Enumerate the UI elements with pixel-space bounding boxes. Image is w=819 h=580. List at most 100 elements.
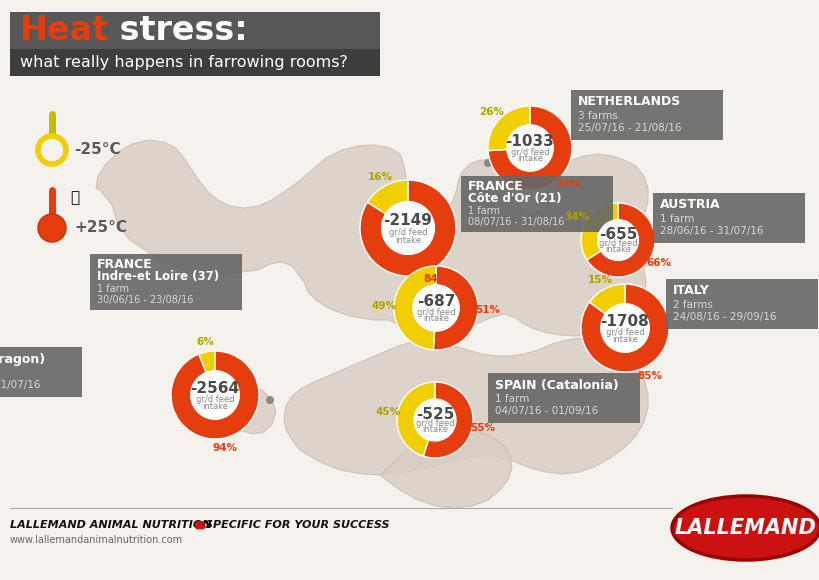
Text: www.lallemandanimalnutrition.com: www.lallemandanimalnutrition.com — [10, 535, 183, 545]
Text: -25°C: -25°C — [74, 143, 120, 158]
Text: -2149: -2149 — [383, 213, 432, 228]
Text: 16%: 16% — [367, 172, 392, 182]
Text: -1708: -1708 — [600, 314, 649, 329]
FancyBboxPatch shape — [487, 373, 639, 423]
Circle shape — [432, 304, 440, 312]
Text: intake: intake — [395, 235, 420, 245]
FancyBboxPatch shape — [10, 12, 379, 50]
Text: -2564: -2564 — [190, 380, 239, 396]
Wedge shape — [487, 106, 572, 190]
Text: 2 farms: 2 farms — [672, 300, 712, 310]
Circle shape — [613, 236, 622, 244]
Wedge shape — [423, 382, 473, 458]
Text: 30/06/16 - 23/08/16: 30/06/16 - 23/08/16 — [97, 295, 193, 305]
Text: gr/d feed: gr/d feed — [415, 419, 454, 428]
Text: -1033: -1033 — [505, 134, 554, 149]
Polygon shape — [283, 338, 647, 475]
Text: gr/d feed: gr/d feed — [598, 239, 636, 248]
Text: gr/d feed: gr/d feed — [510, 148, 549, 157]
Text: stress:: stress: — [108, 14, 247, 48]
Text: what really happens in farrowing rooms?: what really happens in farrowing rooms? — [20, 55, 347, 70]
Text: ITALY: ITALY — [672, 285, 709, 298]
FancyBboxPatch shape — [10, 49, 379, 76]
Circle shape — [506, 125, 553, 171]
Wedge shape — [487, 106, 529, 151]
Text: intake: intake — [422, 425, 447, 434]
Wedge shape — [581, 284, 668, 372]
Text: Côte d'Or (21): Côte d'Or (21) — [468, 193, 561, 205]
Text: intake: intake — [604, 245, 631, 254]
Text: 1 farm: 1 farm — [659, 214, 694, 224]
Text: 34%: 34% — [563, 212, 589, 222]
Text: 26%: 26% — [479, 107, 504, 117]
Text: 74%: 74% — [554, 179, 580, 188]
Circle shape — [620, 324, 628, 332]
Text: -655: -655 — [598, 227, 636, 242]
Polygon shape — [379, 430, 511, 508]
Text: -525: -525 — [415, 407, 454, 422]
Wedge shape — [396, 382, 434, 456]
Text: intake: intake — [611, 335, 637, 343]
Text: 15%: 15% — [587, 275, 613, 285]
Wedge shape — [198, 351, 215, 372]
Text: +25°C: +25°C — [74, 220, 127, 235]
Text: 94%: 94% — [212, 443, 238, 453]
Text: FRANCE: FRANCE — [97, 259, 152, 271]
Text: -687: -687 — [416, 294, 455, 309]
Text: 6%: 6% — [196, 337, 214, 347]
Circle shape — [413, 285, 459, 331]
Text: intake: intake — [201, 401, 228, 411]
Text: 04/07/16 - 01/09/16: 04/07/16 - 01/09/16 — [495, 406, 598, 416]
Text: LALLEMAND ANIMAL NUTRITION: LALLEMAND ANIMAL NUTRITION — [10, 520, 211, 530]
Wedge shape — [393, 266, 436, 350]
Wedge shape — [360, 180, 455, 276]
Text: intake: intake — [423, 314, 449, 323]
Polygon shape — [194, 392, 222, 416]
FancyBboxPatch shape — [570, 90, 722, 140]
Text: 3 farms: 3 farms — [577, 111, 618, 121]
Text: 1 farm: 1 farm — [97, 284, 129, 294]
Circle shape — [597, 220, 637, 260]
Circle shape — [38, 214, 66, 242]
Text: SPECIFIC FOR YOUR SUCCESS: SPECIFIC FOR YOUR SUCCESS — [205, 520, 389, 530]
Text: gr/d feed: gr/d feed — [605, 328, 644, 337]
Polygon shape — [218, 384, 276, 434]
Text: 45%: 45% — [374, 408, 400, 418]
Wedge shape — [581, 203, 618, 260]
Circle shape — [38, 136, 66, 164]
Text: gr/d feed: gr/d feed — [416, 307, 455, 317]
Text: SPAIN (Catalonia): SPAIN (Catalonia) — [495, 379, 618, 392]
FancyBboxPatch shape — [652, 193, 804, 243]
Wedge shape — [586, 203, 654, 277]
Text: FRANCE: FRANCE — [468, 180, 523, 194]
Text: gr/d feed: gr/d feed — [388, 229, 427, 237]
FancyBboxPatch shape — [0, 347, 82, 397]
Text: 55%: 55% — [469, 422, 495, 433]
Wedge shape — [367, 180, 408, 214]
Text: 🐷: 🐷 — [70, 190, 79, 205]
Circle shape — [600, 304, 649, 352]
Text: LALLEMAND: LALLEMAND — [674, 518, 816, 538]
Text: NETHERLANDS: NETHERLANDS — [577, 96, 681, 108]
Wedge shape — [432, 266, 477, 350]
Text: 25/07/16 - 21/08/16: 25/07/16 - 21/08/16 — [577, 123, 681, 133]
Text: 51%: 51% — [475, 304, 500, 314]
FancyBboxPatch shape — [460, 176, 613, 232]
Circle shape — [191, 371, 239, 419]
FancyBboxPatch shape — [90, 254, 242, 310]
Text: 85%: 85% — [636, 371, 661, 381]
Text: 1 farm: 1 farm — [495, 394, 529, 404]
Circle shape — [483, 159, 491, 167]
Text: 24/08/16 - 29/09/16: 24/08/16 - 29/09/16 — [672, 312, 776, 322]
Text: Heat: Heat — [20, 14, 109, 48]
Text: intake: intake — [516, 154, 542, 163]
Circle shape — [265, 396, 274, 404]
Text: 28/06/16 - 31/07/16: 28/06/16 - 31/07/16 — [659, 226, 762, 236]
Polygon shape — [96, 140, 647, 336]
Text: AUSTRIA: AUSTRIA — [659, 198, 720, 212]
Text: 49%: 49% — [371, 302, 396, 311]
Circle shape — [414, 399, 455, 441]
Text: SPAIN (Aragon): SPAIN (Aragon) — [0, 353, 45, 365]
FancyBboxPatch shape — [665, 279, 817, 329]
Circle shape — [404, 224, 411, 232]
